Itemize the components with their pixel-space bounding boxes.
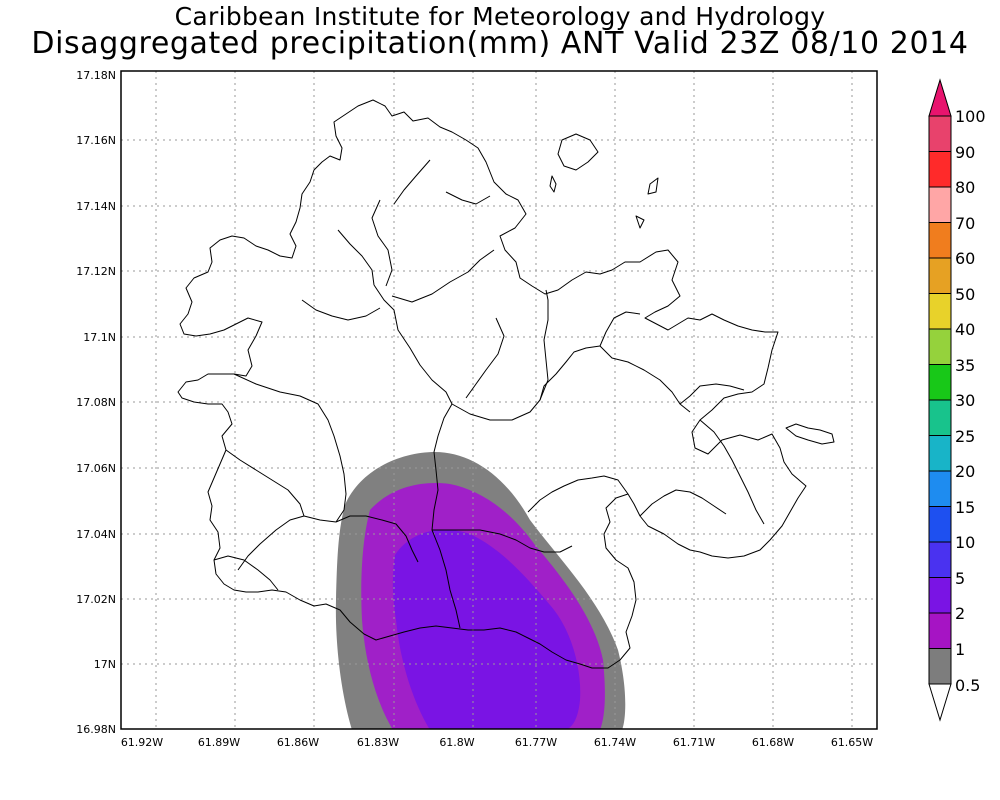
colorbar-swatch <box>928 257 952 294</box>
colorbar-swatch <box>928 612 952 649</box>
parish-boundary <box>699 419 765 525</box>
colorbar-label: 30 <box>955 391 975 410</box>
colorbar-swatch <box>928 506 952 543</box>
parish-boundary <box>599 311 641 347</box>
antigua-coastline <box>177 99 835 669</box>
parish-boundary <box>237 515 337 571</box>
lon-tick-label: 61.92W <box>121 736 163 749</box>
colorbar-label: 0.5 <box>955 676 980 695</box>
lat-tick-label: 17.14N <box>76 200 116 213</box>
islet <box>549 175 557 193</box>
colorbar-bottom-arrow <box>928 683 952 722</box>
colorbar-label: 35 <box>955 356 975 375</box>
parish-boundary <box>301 299 381 321</box>
parish-boundary <box>337 229 375 286</box>
colorbar-swatch <box>928 186 952 223</box>
lat-tick-label: 17N <box>94 658 116 671</box>
colorbar-swatch <box>928 293 952 330</box>
islet <box>635 215 645 229</box>
parish-boundary <box>432 529 573 553</box>
parish-boundary <box>451 345 601 421</box>
colorbar-swatch <box>928 577 952 614</box>
lon-tick-label: 61.8W <box>439 736 474 749</box>
lon-tick-label: 61.89W <box>198 736 240 749</box>
parish-boundary <box>445 191 491 205</box>
parish-boundary <box>371 199 393 287</box>
lat-tick-label: 17.06N <box>76 462 116 475</box>
islet <box>647 177 659 195</box>
colorbar-label: 5 <box>955 569 965 588</box>
parish-boundary <box>233 373 347 523</box>
parish-boundary <box>393 159 431 205</box>
plot-frame <box>120 70 878 730</box>
parish-boundary <box>599 345 691 413</box>
parish-boundary <box>465 317 505 399</box>
colorbar-label: 25 <box>955 427 975 446</box>
parish-boundary <box>335 515 419 563</box>
islet-green-island <box>785 423 835 445</box>
lat-tick-label: 17.08N <box>76 396 116 409</box>
parish-boundary <box>539 289 549 401</box>
colorbar-label: 90 <box>955 143 975 162</box>
colorbar-label: 20 <box>955 462 975 481</box>
lat-tick-label: 17.18N <box>76 69 116 82</box>
colorbar-label: 1 <box>955 640 965 659</box>
chart-subtitle: Disaggregated precipitation(mm) ANT Vali… <box>31 26 969 61</box>
lon-tick-label: 61.65W <box>831 736 873 749</box>
colorbar-label: 15 <box>955 498 975 517</box>
colorbar-label: 60 <box>955 249 975 268</box>
colorbar-swatch <box>928 364 952 401</box>
colorbar-label: 10 <box>955 533 975 552</box>
colorbar-top-arrow <box>928 78 952 117</box>
colorbar-label: 50 <box>955 285 975 304</box>
lon-tick-label: 61.68W <box>752 736 794 749</box>
colorbar-swatch <box>928 151 952 188</box>
lat-tick-label: 17.1N <box>83 331 116 344</box>
parish-boundary <box>225 449 305 517</box>
colorbar-label: 70 <box>955 214 975 233</box>
parish-boundary <box>213 555 279 591</box>
colorbar-label: 2 <box>955 604 965 623</box>
island-outline <box>177 99 807 669</box>
colorbar-swatch <box>928 222 952 259</box>
parish-boundary <box>391 249 495 303</box>
lat-tick-label: 17.16N <box>76 134 116 147</box>
lat-tick-label: 16.98N <box>76 723 116 736</box>
parish-boundary <box>373 284 461 629</box>
colorbar-label: 80 <box>955 178 975 197</box>
colorbar-swatch <box>928 648 952 685</box>
longitude-axis: 61.92W 61.89W 61.86W 61.83W 61.8W 61.77W… <box>121 736 873 749</box>
colorbar-swatch <box>928 435 952 472</box>
lon-tick-label: 61.77W <box>515 736 557 749</box>
chart-title: Caribbean Institute for Meteorology and … <box>174 2 826 31</box>
parish-boundary <box>679 383 745 405</box>
lon-tick-label: 61.74W <box>594 736 636 749</box>
colorbar-swatch <box>928 399 952 436</box>
colorbar-legend: 100 90 80 70 60 50 40 35 30 25 20 15 10 … <box>928 78 986 722</box>
latitude-axis: 17.18N 17.16N 17.14N 17.12N 17.1N 17.08N… <box>76 69 116 736</box>
lat-tick-label: 17.04N <box>76 528 116 541</box>
colorbar-swatch <box>928 115 952 152</box>
parish-boundary <box>527 475 629 513</box>
islet <box>557 133 599 171</box>
colorbar-swatch <box>928 328 952 365</box>
colorbar-label: 100 <box>955 107 986 126</box>
colorbar-swatch <box>928 470 952 507</box>
lon-tick-label: 61.83W <box>357 736 399 749</box>
colorbar-label: 40 <box>955 320 975 339</box>
parish-boundary <box>639 489 727 517</box>
lon-tick-label: 61.71W <box>673 736 715 749</box>
lat-tick-label: 17.02N <box>76 593 116 606</box>
lon-tick-label: 61.86W <box>277 736 319 749</box>
colorbar-swatch <box>928 541 952 578</box>
lat-tick-label: 17.12N <box>76 265 116 278</box>
